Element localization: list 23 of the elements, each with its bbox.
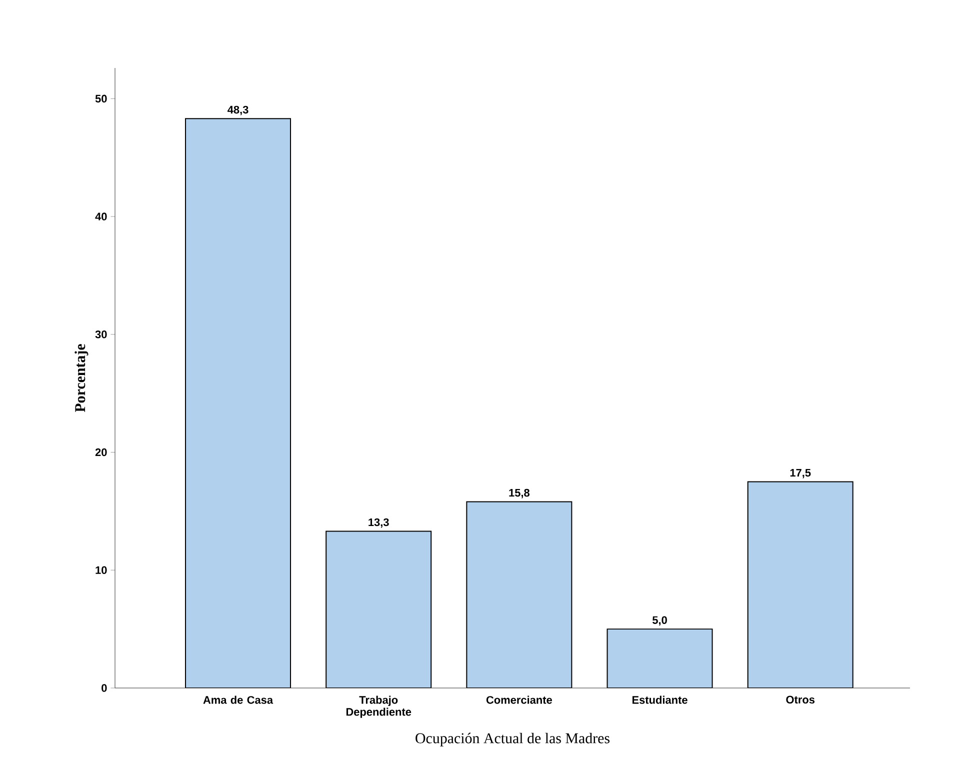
y-tick-label: 50 [95,94,107,103]
data-label: 48,3 [228,106,248,116]
bar [606,628,713,688]
bar [747,481,854,688]
bar [466,501,572,688]
bar [185,118,292,688]
data-label: 13,3 [368,518,389,528]
y-tick-label: 10 [96,566,107,574]
x-axis-title: Ocupación Actual de las Madres [416,732,610,746]
y-axis-title: Porcentaje [74,344,88,412]
x-tick-label: Trabajo Dependiente [346,696,412,718]
data-label: 15,8 [509,488,530,498]
data-label: 17,5 [790,468,811,478]
y-tick-label: 0 [102,684,107,692]
x-tick-label: Estudiante [632,696,688,704]
y-tick-label: 20 [95,448,107,456]
x-tick-label: Ama de Casa [203,696,274,704]
x-tick-label: Comerciante [486,696,552,704]
x-tick-label: Otros [786,696,815,704]
bar [326,530,432,688]
y-tick-label: 30 [95,330,107,338]
data-label: 5,0 [652,616,667,626]
y-tick-label: 40 [95,212,107,220]
